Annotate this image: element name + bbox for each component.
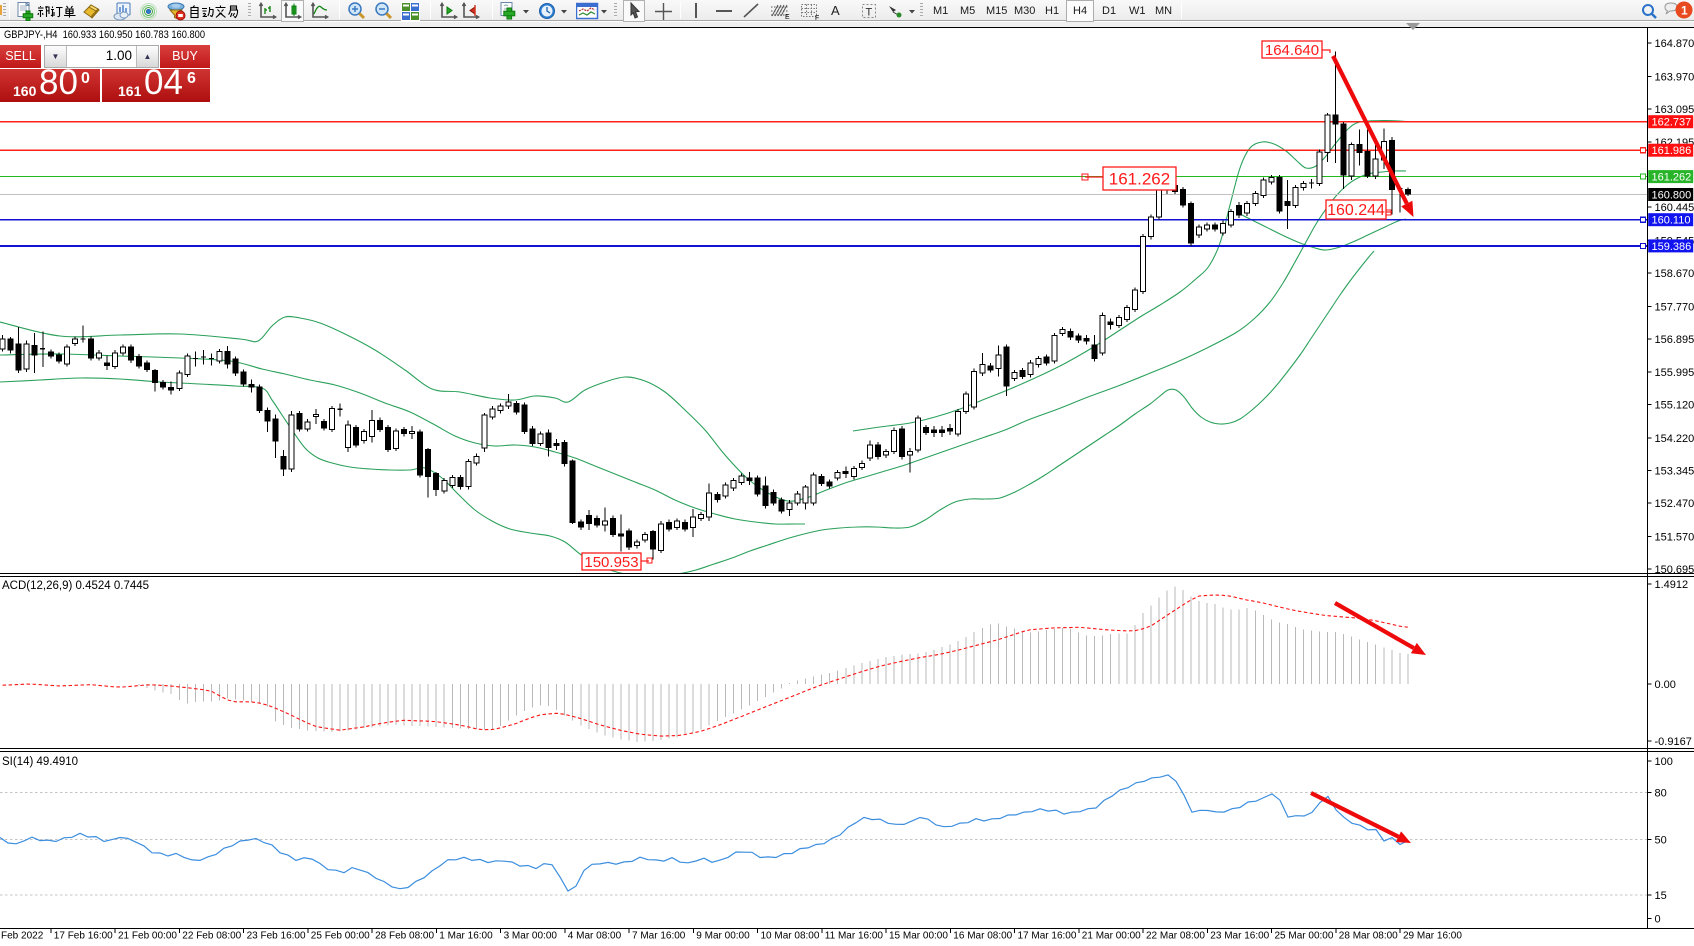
- svg-text:23 Mar 16:00: 23 Mar 16:00: [1210, 931, 1269, 942]
- svg-text:157.770: 157.770: [1655, 301, 1694, 313]
- svg-text:153.345: 153.345: [1655, 466, 1694, 478]
- svg-text:25 Feb 00:00: 25 Feb 00:00: [311, 931, 370, 942]
- svg-text:155.120: 155.120: [1655, 400, 1694, 412]
- svg-text:161.986: 161.986: [1652, 145, 1692, 157]
- svg-text:10 Mar 08:00: 10 Mar 08:00: [761, 931, 820, 942]
- svg-text:25 Mar 00:00: 25 Mar 00:00: [1275, 931, 1334, 942]
- svg-text:0: 0: [1655, 913, 1661, 925]
- svg-text:158.670: 158.670: [1655, 268, 1694, 280]
- svg-text:F: F: [815, 15, 819, 21]
- svg-text:164.870: 164.870: [1655, 38, 1694, 50]
- svg-text:17 Mar 16:00: 17 Mar 16:00: [1018, 931, 1077, 942]
- svg-text:100: 100: [1655, 756, 1673, 768]
- svg-text:161.262: 161.262: [1109, 169, 1170, 188]
- svg-text:155.995: 155.995: [1655, 367, 1694, 379]
- svg-text:4 Mar 08:00: 4 Mar 08:00: [568, 931, 622, 942]
- svg-text:50: 50: [1655, 835, 1667, 847]
- svg-text:GBPJPY-,H4 160.933 160.950 16: GBPJPY-,H4 160.933 160.950 160.783 160.8…: [4, 29, 205, 41]
- svg-text:Feb 2022: Feb 2022: [1, 931, 44, 942]
- svg-text:161.262: 161.262: [1652, 172, 1692, 184]
- svg-text:1: 1: [1681, 4, 1688, 18]
- svg-text:23 Feb 16:00: 23 Feb 16:00: [247, 931, 306, 942]
- svg-text:15: 15: [1655, 890, 1667, 902]
- svg-text:E: E: [785, 14, 790, 21]
- svg-text:150.695: 150.695: [1655, 564, 1694, 576]
- svg-text:22 Mar 08:00: 22 Mar 08:00: [1146, 931, 1205, 942]
- svg-text:159.386: 159.386: [1652, 241, 1692, 253]
- svg-text:160.244: 160.244: [1327, 202, 1385, 219]
- svg-text:ACD(12,26,9) 0.4524 0.7445: ACD(12,26,9) 0.4524 0.7445: [2, 580, 149, 592]
- svg-text:22 Feb 08:00: 22 Feb 08:00: [182, 931, 241, 942]
- svg-text:160.800: 160.800: [1652, 190, 1692, 202]
- svg-text:9 Mar 00:00: 9 Mar 00:00: [696, 931, 750, 942]
- svg-text:21 Feb 00:00: 21 Feb 00:00: [118, 931, 177, 942]
- svg-text:29 Mar 16:00: 29 Mar 16:00: [1403, 931, 1462, 942]
- svg-text:1.4912: 1.4912: [1655, 579, 1689, 591]
- svg-text:160.445: 160.445: [1655, 202, 1694, 214]
- svg-text:154.220: 154.220: [1655, 433, 1694, 445]
- svg-text:80: 80: [1655, 788, 1667, 800]
- svg-text:150.953: 150.953: [584, 554, 638, 571]
- svg-text:28 Mar 08:00: 28 Mar 08:00: [1339, 931, 1398, 942]
- svg-text:28 Feb 08:00: 28 Feb 08:00: [375, 931, 434, 942]
- svg-text:11 Mar 16:00: 11 Mar 16:00: [825, 931, 884, 942]
- svg-text:162.737: 162.737: [1652, 117, 1692, 129]
- svg-text:3 Mar 00:00: 3 Mar 00:00: [504, 931, 558, 942]
- svg-text:SI(14) 49.4910: SI(14) 49.4910: [2, 756, 78, 768]
- svg-text:7 Mar 16:00: 7 Mar 16:00: [632, 931, 686, 942]
- svg-text:163.095: 163.095: [1655, 104, 1694, 116]
- svg-text:T: T: [866, 7, 873, 19]
- svg-text:151.570: 151.570: [1655, 531, 1694, 543]
- svg-text:1 Mar 16:00: 1 Mar 16:00: [439, 931, 493, 942]
- svg-text:21 Mar 00:00: 21 Mar 00:00: [1082, 931, 1141, 942]
- svg-text:-0.9167: -0.9167: [1655, 736, 1692, 748]
- svg-text:0.00: 0.00: [1655, 679, 1676, 691]
- svg-text:160.110: 160.110: [1652, 215, 1691, 227]
- svg-text:164.640: 164.640: [1265, 42, 1319, 59]
- svg-text:16 Mar 08:00: 16 Mar 08:00: [953, 931, 1012, 942]
- svg-text:156.895: 156.895: [1655, 334, 1694, 346]
- svg-text:163.970: 163.970: [1655, 71, 1694, 83]
- svg-text:152.470: 152.470: [1655, 498, 1694, 510]
- svg-text:15 Mar 00:00: 15 Mar 00:00: [889, 931, 948, 942]
- svg-text:17 Feb 16:00: 17 Feb 16:00: [54, 931, 113, 942]
